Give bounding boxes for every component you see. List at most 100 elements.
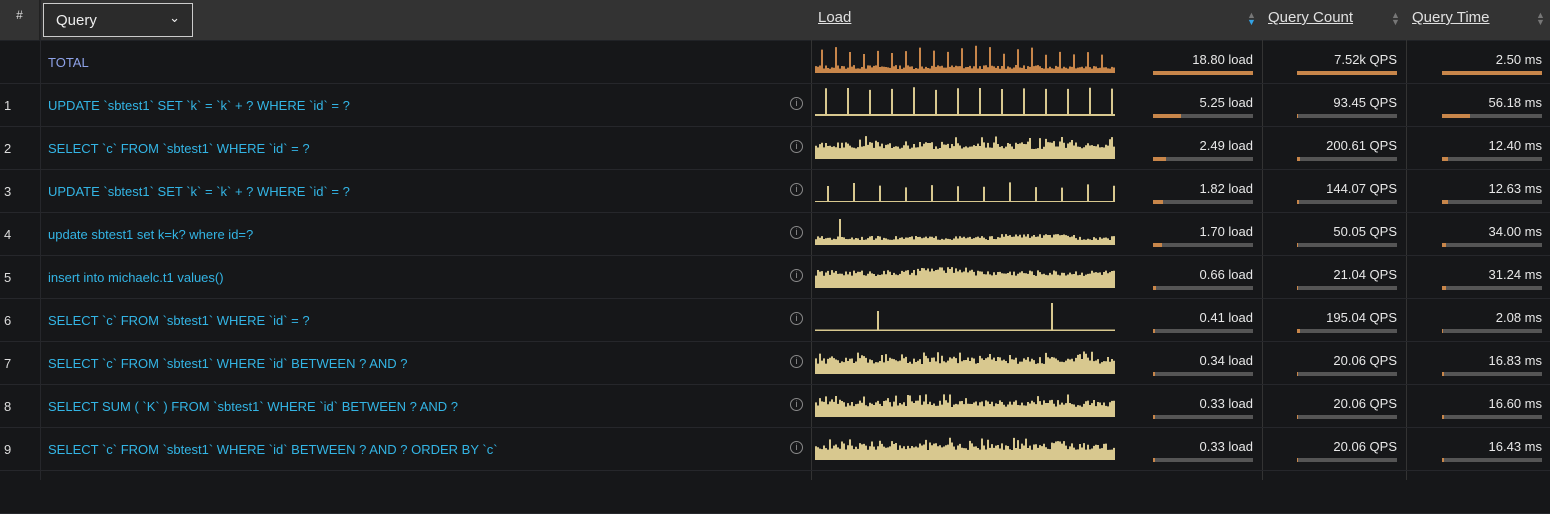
load-bar [1153, 200, 1253, 204]
sparkline-area [815, 351, 1115, 374]
load-value: 0.41 load [1199, 310, 1254, 325]
query-count-value: 7.52k QPS [1334, 52, 1397, 67]
table-row[interactable] [0, 471, 1550, 514]
info-icon[interactable]: i [790, 398, 803, 411]
load-bar [1153, 243, 1253, 247]
table-row[interactable]: 2 SELECT `c` FROM `sbtest1` WHERE `id` =… [0, 127, 1550, 170]
load-sparkline [815, 437, 1115, 460]
query-text[interactable]: UPDATE `sbtest1` SET `k` = `k` + ? WHERE… [48, 184, 350, 199]
query-count-bar [1297, 415, 1397, 419]
row-number: 2 [4, 141, 12, 156]
load-sparkline [815, 267, 1115, 288]
info-icon[interactable]: i [790, 97, 803, 110]
sparkline-area [815, 87, 1115, 116]
load-bar [1153, 372, 1253, 376]
info-icon[interactable]: i [790, 269, 803, 282]
query-text[interactable]: update sbtest1 set k=k? where id=? [48, 227, 254, 242]
row-number: 4 [4, 227, 12, 242]
load-value: 1.70 load [1199, 224, 1254, 239]
load-bar [1153, 329, 1253, 333]
query-time-bar [1442, 71, 1542, 75]
table-row[interactable]: 4 update sbtest1 set k=k? where id=? i 1… [0, 213, 1550, 256]
load-value: 0.66 load [1199, 267, 1254, 282]
load-bar [1153, 458, 1253, 462]
load-bar [1153, 114, 1253, 118]
table-row[interactable]: 7 SELECT `c` FROM `sbtest1` WHERE `id` B… [0, 342, 1550, 385]
query-time-bar [1442, 157, 1542, 161]
info-icon[interactable]: i [790, 441, 803, 454]
load-column-header[interactable]: Load [818, 9, 852, 26]
query-count-column-header[interactable]: Query Count [1268, 9, 1354, 26]
load-bar [1153, 71, 1253, 75]
query-time-value: 2.08 ms [1495, 310, 1542, 325]
info-icon[interactable]: i [790, 226, 803, 239]
query-text[interactable]: SELECT `c` FROM `sbtest1` WHERE `id` = ? [48, 141, 310, 156]
query-count-bar [1297, 114, 1397, 118]
query-count-bar [1297, 243, 1397, 247]
query-count-value: 93.45 QPS [1333, 95, 1397, 110]
query-text[interactable]: UPDATE `sbtest1` SET `k` = `k` + ? WHERE… [48, 98, 350, 113]
column-divider [1406, 0, 1407, 480]
info-icon[interactable]: i [790, 140, 803, 153]
info-icon[interactable]: i [790, 355, 803, 368]
sparkline-area [815, 45, 1115, 73]
query-time-bar [1442, 329, 1542, 333]
sort-icon[interactable]: ▲ ▼ [1247, 10, 1256, 27]
query-text[interactable]: SELECT `c` FROM `sbtest1` WHERE `id` = ? [48, 313, 310, 328]
load-sparkline [815, 182, 1115, 202]
row-number: 9 [4, 442, 12, 457]
query-time-bar [1442, 243, 1542, 247]
query-count-bar [1297, 71, 1397, 75]
column-divider [1262, 0, 1263, 480]
load-sparkline [815, 136, 1115, 159]
info-icon[interactable]: i [790, 312, 803, 325]
load-sparkline [815, 87, 1115, 116]
query-count-value: 50.05 QPS [1333, 224, 1397, 239]
sparkline-area [815, 394, 1115, 417]
sort-icon[interactable]: ▲ ▼ [1391, 10, 1400, 27]
load-value: 18.80 load [1192, 52, 1253, 67]
query-text[interactable]: insert into michaelc.t1 values() [48, 270, 224, 285]
query-count-value: 20.06 QPS [1333, 396, 1397, 411]
query-time-bar [1442, 200, 1542, 204]
load-bar [1153, 157, 1253, 161]
query-text[interactable]: TOTAL [48, 55, 89, 70]
query-time-value: 34.00 ms [1488, 224, 1542, 239]
query-text[interactable]: SELECT SUM ( `K` ) FROM `sbtest1` WHERE … [48, 399, 459, 414]
query-time-bar [1442, 415, 1542, 419]
load-value: 2.49 load [1199, 138, 1254, 153]
query-count-value: 20.06 QPS [1333, 439, 1397, 454]
chevron-down-icon: ⌄ [169, 10, 180, 25]
table-header: # Query ⌄ Load ▲ ▼ Query Count ▲ ▼ Query T… [0, 0, 1550, 41]
query-count-bar [1297, 286, 1397, 290]
row-number: 8 [4, 399, 12, 414]
table-row[interactable]: 8 SELECT SUM ( `K` ) FROM `sbtest1` WHER… [0, 385, 1550, 428]
info-icon[interactable]: i [790, 183, 803, 196]
table-row[interactable]: 6 SELECT `c` FROM `sbtest1` WHERE `id` =… [0, 299, 1550, 342]
query-count-bar [1297, 458, 1397, 462]
sort-icon[interactable]: ▲ ▼ [1536, 10, 1545, 27]
table-row[interactable]: 1 UPDATE `sbtest1` SET `k` = `k` + ? WHE… [0, 84, 1550, 127]
query-time-bar [1442, 286, 1542, 290]
query-text[interactable]: SELECT `c` FROM `sbtest1` WHERE `id` BET… [48, 356, 408, 371]
load-sparkline [815, 303, 1115, 331]
table-row[interactable]: 3 UPDATE `sbtest1` SET `k` = `k` + ? WHE… [0, 170, 1550, 213]
sparkline-area [815, 136, 1115, 159]
row-number: 5 [4, 270, 12, 285]
query-time-value: 12.40 ms [1488, 138, 1542, 153]
query-count-bar [1297, 200, 1397, 204]
sparkline-area [815, 182, 1115, 202]
query-time-value: 16.83 ms [1488, 353, 1542, 368]
query-select-label: Query [56, 12, 97, 29]
table-row[interactable]: 9 SELECT `c` FROM `sbtest1` WHERE `id` B… [0, 428, 1550, 471]
table-row[interactable]: 5 insert into michaelc.t1 values() i 0.6… [0, 256, 1550, 299]
column-divider [811, 0, 812, 480]
query-column-select[interactable]: Query ⌄ [43, 3, 193, 37]
query-time-value: 2.50 ms [1495, 52, 1542, 67]
load-value: 1.82 load [1199, 181, 1254, 196]
load-sparkline [815, 351, 1115, 374]
query-time-column-header[interactable]: Query Time [1412, 9, 1490, 26]
query-count-bar [1297, 329, 1397, 333]
query-text[interactable]: SELECT `c` FROM `sbtest1` WHERE `id` BET… [48, 442, 498, 457]
total-row[interactable]: TOTAL 18.80 load 7.52k QPS 2.50 ms [0, 41, 1550, 84]
